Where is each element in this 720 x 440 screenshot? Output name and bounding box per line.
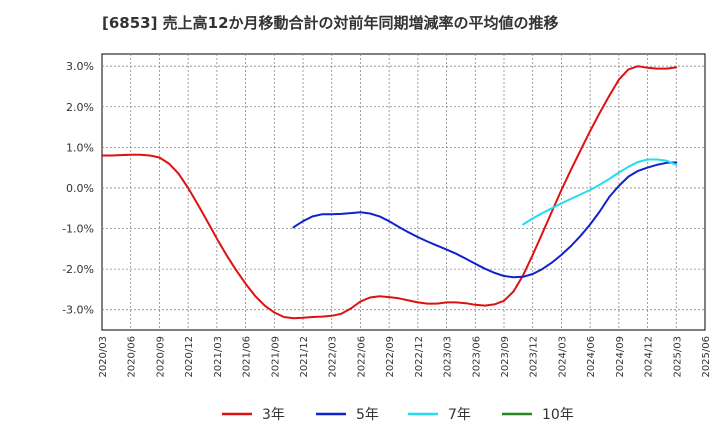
x-tick-label: 2023/12	[529, 336, 540, 378]
x-tick-label: 2023/09	[500, 336, 511, 378]
x-tick-label: 2020/06	[127, 336, 138, 378]
y-tick-label: -3.0%	[62, 304, 94, 317]
x-tick-label: 2020/03	[98, 336, 109, 378]
series-line-7年	[522, 158, 678, 226]
x-tick-label: 2024/09	[615, 336, 626, 378]
legend: 3年 5年 7年 10年	[222, 407, 574, 423]
legend-item[interactable]: 10年	[502, 407, 574, 423]
x-tick-label: 2022/03	[328, 336, 339, 378]
y-tick-label: -2.0%	[62, 263, 94, 276]
legend-item[interactable]: 7年	[408, 407, 471, 423]
series-line-3年	[101, 65, 678, 320]
x-gridlines	[130, 54, 677, 330]
legend-item[interactable]: 3年	[222, 407, 285, 423]
y-tick-label: -1.0%	[62, 223, 94, 236]
legend-label: 10年	[542, 407, 574, 423]
y-tick-label: 2.0%	[66, 101, 94, 114]
series-lines	[101, 65, 678, 320]
y-axis-ticks: -3.0% -2.0% -1.0% 0.0% 1.0% 2.0% 3.0%	[62, 60, 94, 317]
x-tick-label: 2025/06	[701, 336, 712, 378]
x-tick-label: 2024/06	[586, 336, 597, 378]
legend-label: 3年	[262, 407, 285, 423]
x-tick-label: 2020/09	[155, 336, 166, 378]
chart-title: [6853] 売上高12か月移動合計の対前年同期増減率の平均値の推移	[102, 14, 559, 32]
x-tick-label: 2024/12	[644, 336, 655, 378]
y-tick-label: 3.0%	[66, 60, 94, 73]
x-tick-label: 2025/03	[672, 336, 683, 378]
x-tick-label: 2023/06	[471, 336, 482, 378]
x-tick-label: 2021/12	[299, 336, 310, 378]
y-tick-label: 1.0%	[66, 141, 94, 154]
y-gridlines	[102, 65, 705, 311]
x-tick-label: 2023/03	[443, 336, 454, 378]
plot-area	[101, 53, 706, 331]
legend-label: 7年	[448, 407, 471, 423]
y-tick-label: 0.0%	[66, 182, 94, 195]
x-tick-label: 2020/12	[184, 336, 195, 378]
x-tick-label: 2022/12	[414, 336, 425, 378]
legend-item[interactable]: 5年	[316, 407, 379, 423]
x-axis-ticks: 2020/03 2020/06 2020/09 2020/12 2021/03 2021/…	[98, 336, 712, 378]
x-tick-label: 2024/03	[557, 336, 568, 378]
x-tick-label: 2022/09	[385, 336, 396, 378]
x-tick-label: 2021/03	[213, 336, 224, 378]
x-tick-label: 2022/06	[356, 336, 367, 378]
series-line-5年	[292, 161, 678, 279]
legend-label: 5年	[356, 407, 379, 423]
x-tick-label: 2021/06	[242, 336, 253, 378]
x-tick-label: 2021/09	[270, 336, 281, 378]
